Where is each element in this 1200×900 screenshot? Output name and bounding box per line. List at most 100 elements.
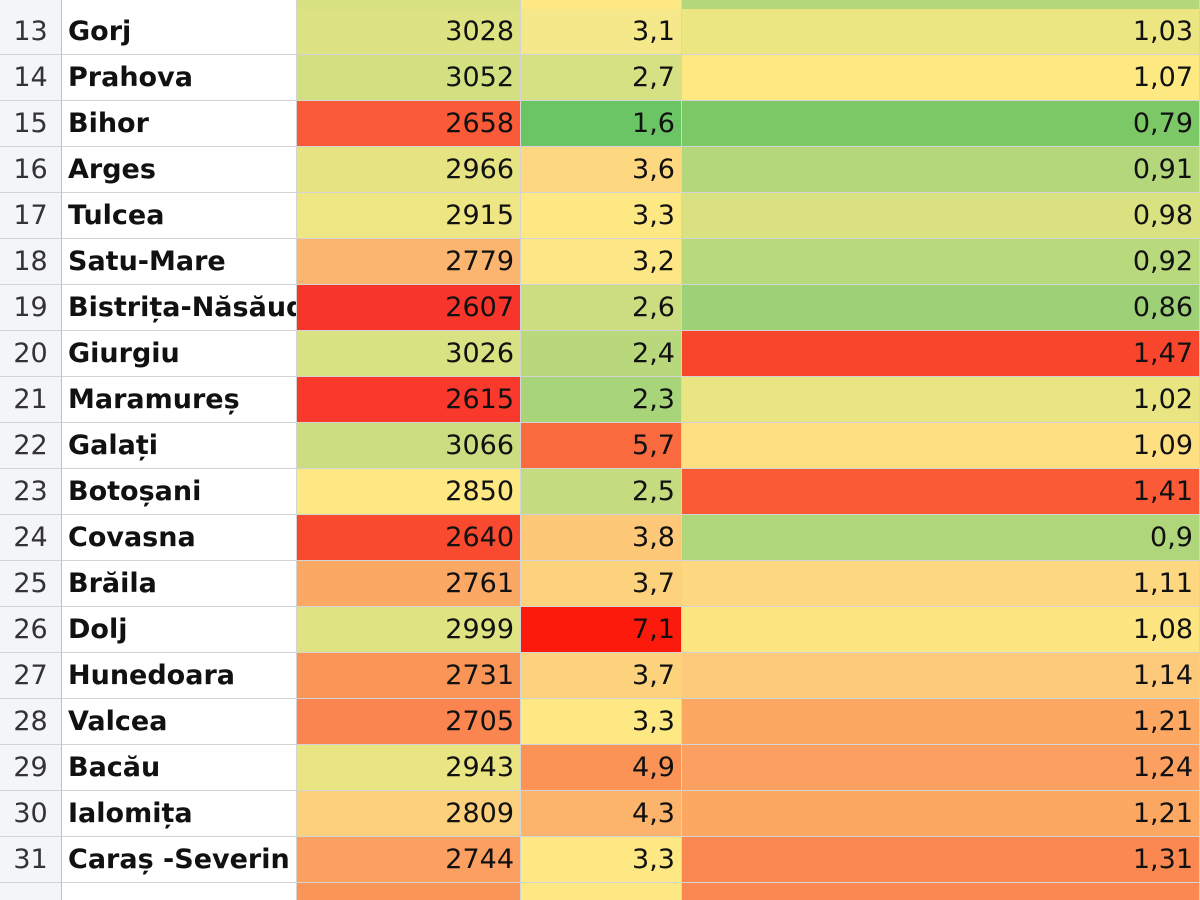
value-cell: 2779 — [297, 239, 521, 285]
value-cell: 2809 — [297, 791, 521, 837]
value-cell: 1,14 — [682, 653, 1200, 699]
row-header: 28 — [0, 699, 62, 745]
partial-row — [521, 883, 682, 900]
value-cell: 3052 — [297, 55, 521, 101]
value-cell: 1,02 — [682, 377, 1200, 423]
row-header: 30 — [0, 791, 62, 837]
value-cell: 2761 — [297, 561, 521, 607]
row-header: 15 — [0, 101, 62, 147]
value-cell: 2607 — [297, 285, 521, 331]
value-cell: 3,3 — [521, 837, 682, 883]
county-name: Satu-Mare — [62, 239, 297, 285]
value-cell: 2640 — [297, 515, 521, 561]
row-header: 24 — [0, 515, 62, 561]
value-cell: 3,7 — [521, 561, 682, 607]
row-header: 26 — [0, 607, 62, 653]
row-header: 23 — [0, 469, 62, 515]
value-cell: 0,91 — [682, 147, 1200, 193]
county-name: Giurgiu — [62, 331, 297, 377]
value-cell: 1,41 — [682, 469, 1200, 515]
value-cell: 3,2 — [521, 239, 682, 285]
value-cell: 3026 — [297, 331, 521, 377]
county-name: Covasna — [62, 515, 297, 561]
value-cell: 3,3 — [521, 699, 682, 745]
county-name: Arges — [62, 147, 297, 193]
row-header: 17 — [0, 193, 62, 239]
county-name: Valcea — [62, 699, 297, 745]
value-cell: 2,5 — [521, 469, 682, 515]
row-header: 27 — [0, 653, 62, 699]
partial-row — [682, 0, 1200, 9]
value-cell: 3,6 — [521, 147, 682, 193]
county-name: Prahova — [62, 55, 297, 101]
value-cell: 3,8 — [521, 515, 682, 561]
row-header: 14 — [0, 55, 62, 101]
value-cell: 5,7 — [521, 423, 682, 469]
value-cell: 0,98 — [682, 193, 1200, 239]
partial-row — [62, 883, 297, 900]
value-cell: 1,03 — [682, 9, 1200, 55]
county-name: Gorj — [62, 9, 297, 55]
row-header: 20 — [0, 331, 62, 377]
row-header: 19 — [0, 285, 62, 331]
value-cell: 0,9 — [682, 515, 1200, 561]
value-cell: 2615 — [297, 377, 521, 423]
county-name: Maramureș — [62, 377, 297, 423]
value-cell: 1,09 — [682, 423, 1200, 469]
county-name: Ialomița — [62, 791, 297, 837]
partial-row — [0, 883, 62, 900]
value-cell: 3,3 — [521, 193, 682, 239]
value-cell: 7,1 — [521, 607, 682, 653]
county-name: Hunedoara — [62, 653, 297, 699]
row-header: 25 — [0, 561, 62, 607]
county-name: Tulcea — [62, 193, 297, 239]
value-cell: 1,47 — [682, 331, 1200, 377]
partial-row — [521, 0, 682, 9]
partial-row — [682, 883, 1200, 900]
value-cell: 1,6 — [521, 101, 682, 147]
value-cell: 1,21 — [682, 791, 1200, 837]
value-cell: 0,79 — [682, 101, 1200, 147]
value-cell: 2,4 — [521, 331, 682, 377]
county-name: Bihor — [62, 101, 297, 147]
value-cell: 3,1 — [521, 9, 682, 55]
partial-row — [0, 0, 62, 9]
value-cell: 1,24 — [682, 745, 1200, 791]
value-cell: 1,08 — [682, 607, 1200, 653]
value-cell: 1,11 — [682, 561, 1200, 607]
value-cell: 2,6 — [521, 285, 682, 331]
county-name: Galați — [62, 423, 297, 469]
row-header: 18 — [0, 239, 62, 285]
county-name: Dolj — [62, 607, 297, 653]
county-name: Caraș -Severin — [62, 837, 297, 883]
partial-row — [297, 0, 521, 9]
value-cell: 2705 — [297, 699, 521, 745]
value-cell: 2999 — [297, 607, 521, 653]
value-cell: 4,9 — [521, 745, 682, 791]
value-cell: 0,92 — [682, 239, 1200, 285]
value-cell: 4,3 — [521, 791, 682, 837]
value-cell: 3,7 — [521, 653, 682, 699]
county-name: Bistrița-Năsăud — [62, 285, 297, 331]
value-cell: 2966 — [297, 147, 521, 193]
row-header: 29 — [0, 745, 62, 791]
county-name: Botoșani — [62, 469, 297, 515]
value-cell: 1,07 — [682, 55, 1200, 101]
value-cell: 2744 — [297, 837, 521, 883]
row-header: 16 — [0, 147, 62, 193]
row-header: 13 — [0, 9, 62, 55]
row-header: 22 — [0, 423, 62, 469]
county-name: Bacău — [62, 745, 297, 791]
value-cell: 2915 — [297, 193, 521, 239]
value-cell: 2,7 — [521, 55, 682, 101]
value-cell: 1,21 — [682, 699, 1200, 745]
value-cell: 2850 — [297, 469, 521, 515]
value-cell: 3028 — [297, 9, 521, 55]
value-cell: 2,3 — [521, 377, 682, 423]
row-header: 31 — [0, 837, 62, 883]
county-name: Brăila — [62, 561, 297, 607]
value-cell: 2731 — [297, 653, 521, 699]
value-cell: 0,86 — [682, 285, 1200, 331]
partial-row — [62, 0, 297, 9]
partial-row — [297, 883, 521, 900]
